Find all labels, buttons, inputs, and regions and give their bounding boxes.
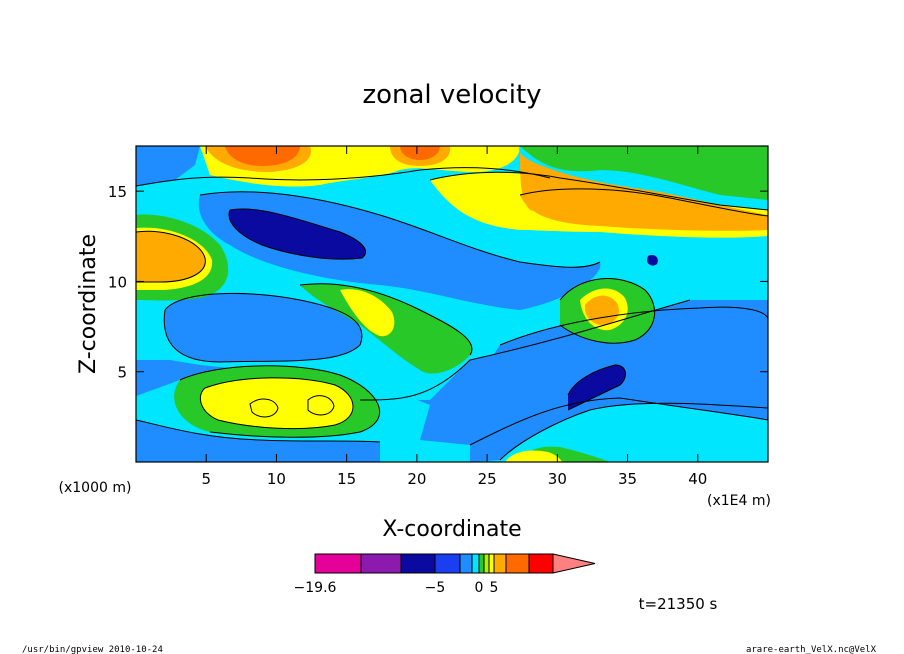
colorbar-segment: [314, 553, 362, 574]
field-orange-left: [136, 231, 206, 282]
time-stamp: t=21350 s: [639, 595, 718, 613]
colorbar-segment: [459, 553, 473, 574]
field-yellow-bottom: [505, 450, 562, 462]
colorbar: [314, 553, 596, 574]
field-darkblue-lower: [568, 365, 626, 410]
contour-lines: [136, 167, 768, 461]
x-axis-label: X-coordinate: [382, 517, 521, 542]
field-blue-mid-left: [164, 293, 362, 362]
colorbar-label: 0: [475, 580, 484, 596]
colorbar-labels: −19.6 −5 0 5: [294, 580, 499, 596]
y-axis-unit: (x1000 m): [59, 480, 132, 496]
x-axis-unit: (x1E4 m): [707, 493, 771, 509]
field-green-top: [150, 146, 768, 200]
colorbar-segment: [493, 553, 507, 574]
colorbar-label: 5: [490, 580, 499, 596]
field-yellow-center: [340, 289, 395, 337]
y-axis-ticks: 5 10 15: [108, 183, 768, 382]
colorbar-segment: [400, 553, 436, 574]
colorbar-label: −5: [425, 580, 446, 596]
colorbar-segment: [434, 553, 461, 574]
footer-right-note: arare-earth_VelX.nc@VelX: [746, 645, 877, 654]
x-tick-label: 15: [337, 470, 356, 488]
colorbar-segment: [528, 553, 554, 574]
field-darkblue-small: [647, 254, 658, 266]
x-tick-label: 30: [548, 470, 567, 488]
field-blue-top-left-corner: [136, 146, 200, 186]
y-tick-label: 5: [117, 364, 127, 382]
x-tick-label: 35: [618, 470, 637, 488]
field-yellow-lower-left: [200, 377, 354, 429]
chart-title: zonal velocity: [362, 80, 541, 110]
colorbar-extension-arrow: [552, 553, 596, 574]
x-tick-label: 25: [478, 470, 497, 488]
x-axis-ticks: 5 10 15 20 25 30 35 40: [201, 146, 707, 488]
colorbar-segment: [360, 553, 402, 574]
y-axis-label: Z-coordinate: [76, 234, 101, 374]
colorbar-segment: [505, 553, 530, 574]
x-tick-label: 40: [688, 470, 707, 488]
x-tick-label: 20: [407, 470, 426, 488]
x-tick-label: 5: [201, 470, 211, 488]
y-tick-label: 15: [108, 183, 127, 201]
plot-frame: [135, 145, 769, 463]
field-darkblue-upper: [229, 209, 366, 260]
field-redorange-top: [225, 146, 300, 166]
field-orange-right-blob: [584, 295, 619, 325]
colorbar-segment: [471, 553, 480, 574]
colorbar-segment: [488, 553, 495, 574]
colorbar-segment: [483, 553, 490, 574]
plot-area: [136, 146, 768, 462]
footer-left-note: /usr/bin/gpview 2010-10-24: [22, 645, 163, 654]
field-blue-bottom-left: [136, 420, 380, 462]
y-tick-label: 10: [108, 273, 127, 291]
colorbar-segment: [478, 553, 485, 574]
field-redorange-top-center: [400, 146, 440, 160]
field-orange-right-core: [520, 188, 768, 231]
x-tick-label: 10: [267, 470, 286, 488]
colorbar-label: −19.6: [294, 580, 337, 596]
